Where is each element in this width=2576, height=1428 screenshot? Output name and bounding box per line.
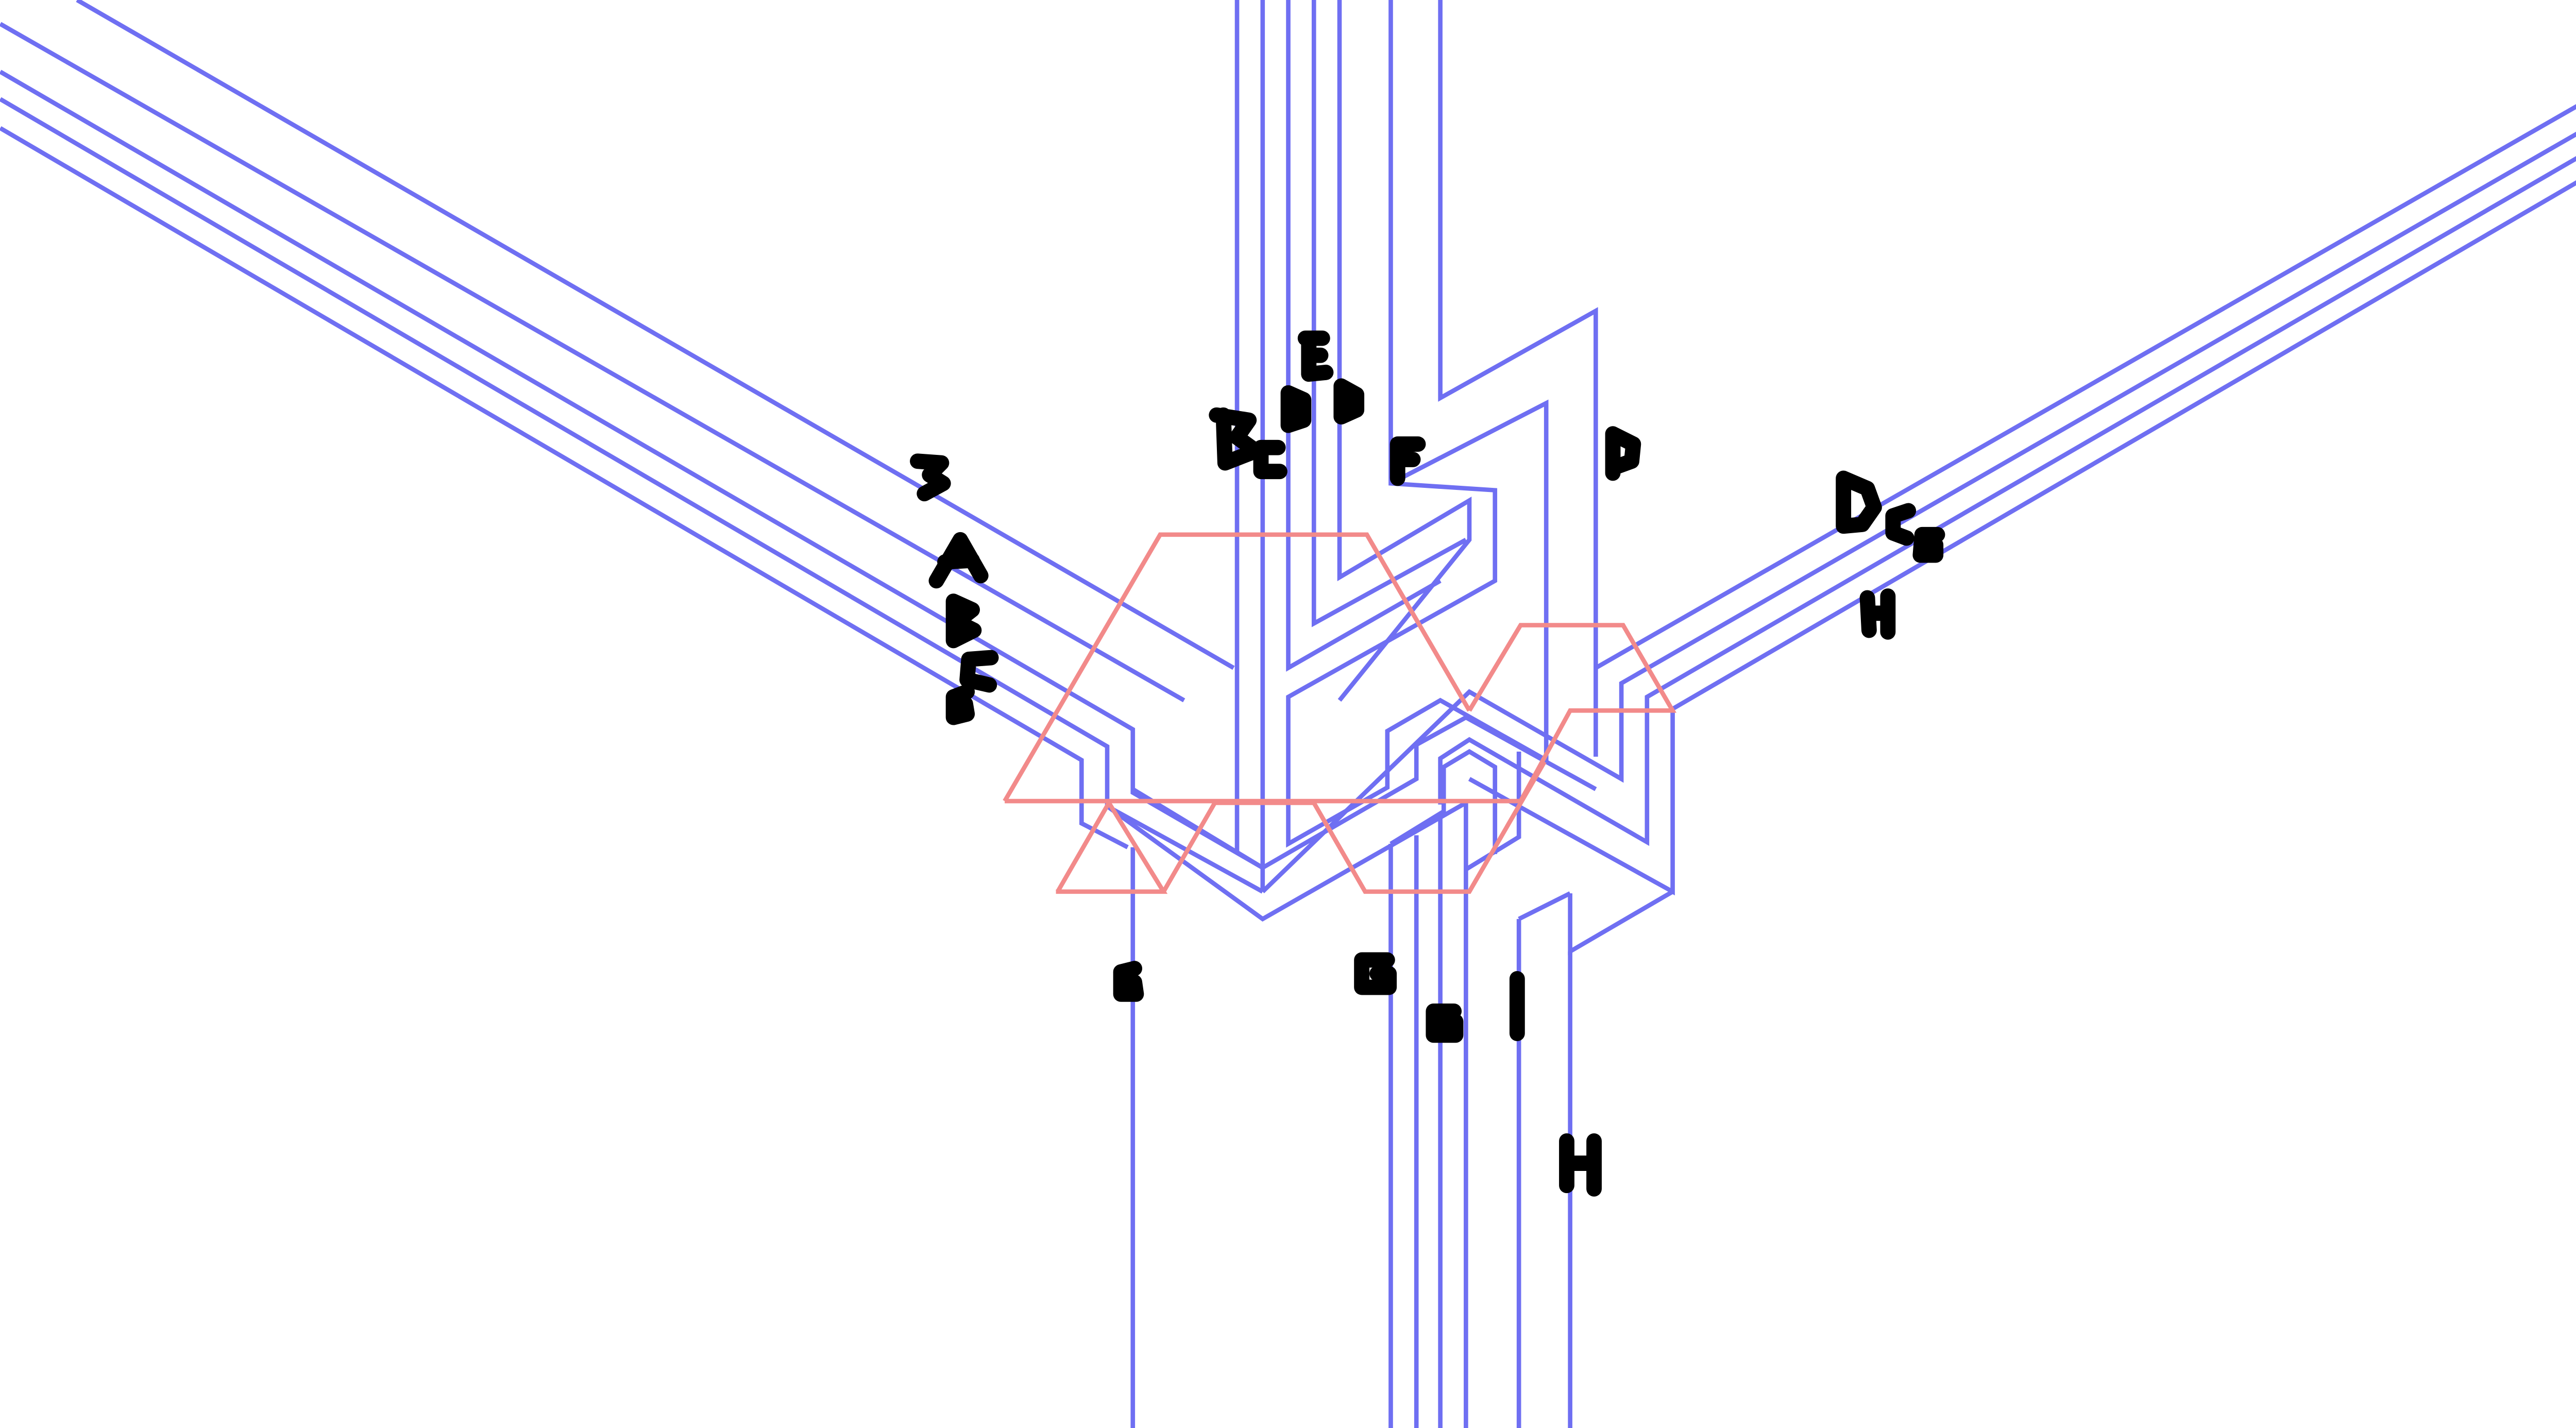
label-top-d3: D <box>1605 426 1641 481</box>
wire-top-6 <box>1286 0 1549 848</box>
label-right-g: G <box>1912 526 1945 563</box>
wire-upper-left-2 <box>0 22 1185 703</box>
wire-center-1 <box>1131 715 1597 871</box>
wire-bottom-9 <box>1518 891 1571 921</box>
center-wire-routing <box>1106 715 1597 922</box>
label-top-b: B <box>1209 407 1264 471</box>
wire-top-3 <box>1286 0 1442 672</box>
label-right-d-text: D <box>1855 502 1857 504</box>
label-upper-left-c: C <box>959 650 999 693</box>
wire-upper-right-3 <box>1438 156 2576 846</box>
label-top-c: C <box>1253 439 1287 480</box>
gate-outlines <box>1003 532 1677 894</box>
label-upper-left-g: G <box>945 684 975 725</box>
gate-outline-large <box>1003 532 1471 803</box>
label-top-f: F <box>1389 436 1426 486</box>
wire-center-3 <box>1389 749 1498 854</box>
wire-center-4 <box>1465 751 1521 872</box>
label-right-c: C <box>1885 503 1917 546</box>
upper-right-wire-bundle <box>1261 104 2576 896</box>
wire-top-7 <box>1438 0 1598 757</box>
label-bottom-g-small: G <box>1426 1004 1464 1043</box>
wire-upper-left-5 <box>0 126 1129 849</box>
label-upper-left-a: A <box>928 532 989 589</box>
label-bottom-h: H <box>1559 1133 1602 1197</box>
wire-upper-right-1 <box>1595 104 2576 670</box>
label-bottom-g-left: G <box>1113 961 1144 1002</box>
label-right-h: H <box>1859 588 1896 640</box>
wire-upper-left-1 <box>76 0 1235 670</box>
gate-outline-right <box>1005 623 1677 804</box>
label-upper-left-b: B <box>910 453 951 502</box>
gate-outline-center <box>1161 760 1547 894</box>
label-top-d2: D <box>1333 378 1365 424</box>
wire-upper-right-2 <box>1261 131 2576 893</box>
label-right-d: D <box>1836 470 1882 534</box>
label-bottom-i: I <box>1509 971 1525 1041</box>
wire-top-4 <box>1311 0 1467 627</box>
handwritten-labels: B A B C G B C D <box>910 330 1945 1197</box>
label-top-d: D <box>1280 385 1312 433</box>
label-upper-left-b2: B <box>945 593 982 649</box>
label-bottom-g-mid: G <box>1354 952 1397 995</box>
wire-upper-left-4 <box>0 97 1264 894</box>
label-top-e: E <box>1297 330 1334 382</box>
gate-outline-left <box>1056 798 1168 894</box>
wire-upper-right-4 <box>1468 180 2576 896</box>
